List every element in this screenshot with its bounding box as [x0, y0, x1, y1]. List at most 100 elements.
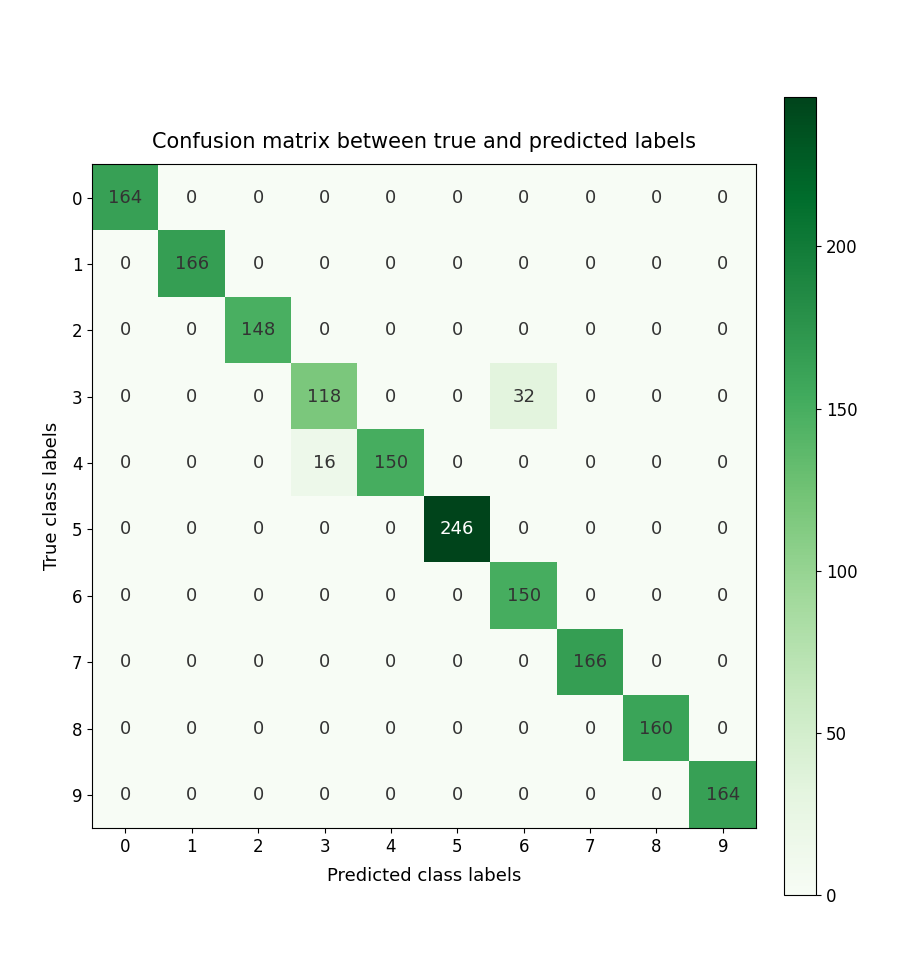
Text: 0: 0 — [186, 653, 197, 671]
Text: 0: 0 — [120, 387, 131, 406]
Text: 0: 0 — [385, 786, 396, 804]
Text: 0: 0 — [452, 387, 463, 406]
Text: 0: 0 — [585, 255, 596, 272]
Text: 0: 0 — [253, 387, 264, 406]
Text: 0: 0 — [717, 720, 728, 738]
Text: 0: 0 — [651, 521, 662, 538]
Text: 0: 0 — [120, 720, 131, 738]
Text: 0: 0 — [518, 720, 529, 738]
Text: 0: 0 — [717, 653, 728, 671]
Text: 150: 150 — [506, 587, 541, 605]
Text: 0: 0 — [319, 720, 330, 738]
Text: 0: 0 — [518, 321, 529, 340]
Text: 0: 0 — [717, 587, 728, 605]
Text: 0: 0 — [651, 189, 662, 206]
Text: 0: 0 — [452, 321, 463, 340]
Text: 0: 0 — [518, 786, 529, 804]
Text: 0: 0 — [186, 454, 197, 472]
Text: 0: 0 — [253, 521, 264, 538]
Text: 0: 0 — [585, 321, 596, 340]
Text: 0: 0 — [452, 786, 463, 804]
Text: 0: 0 — [385, 720, 396, 738]
Text: 0: 0 — [253, 786, 264, 804]
Text: 0: 0 — [452, 255, 463, 272]
Text: 246: 246 — [440, 521, 475, 538]
Text: 0: 0 — [585, 786, 596, 804]
Text: 0: 0 — [385, 587, 396, 605]
Text: 0: 0 — [120, 454, 131, 472]
Text: 0: 0 — [253, 454, 264, 472]
Text: 0: 0 — [253, 189, 264, 206]
Text: 0: 0 — [319, 255, 330, 272]
Text: 0: 0 — [385, 255, 396, 272]
Text: 0: 0 — [186, 587, 197, 605]
Text: 0: 0 — [717, 321, 728, 340]
Text: 0: 0 — [253, 720, 264, 738]
Text: 0: 0 — [186, 786, 197, 804]
Text: 0: 0 — [319, 653, 330, 671]
Text: 0: 0 — [319, 521, 330, 538]
Text: 0: 0 — [717, 255, 728, 272]
Text: 0: 0 — [585, 587, 596, 605]
Text: 0: 0 — [651, 255, 662, 272]
Text: 0: 0 — [518, 255, 529, 272]
Text: 0: 0 — [452, 189, 463, 206]
Text: 0: 0 — [385, 653, 396, 671]
Text: 0: 0 — [385, 387, 396, 406]
Title: Confusion matrix between true and predicted labels: Confusion matrix between true and predic… — [152, 131, 696, 152]
Text: 0: 0 — [651, 387, 662, 406]
Text: 0: 0 — [452, 720, 463, 738]
Text: 0: 0 — [186, 321, 197, 340]
Text: 0: 0 — [651, 587, 662, 605]
X-axis label: Predicted class labels: Predicted class labels — [327, 867, 521, 885]
Text: 0: 0 — [319, 786, 330, 804]
Text: 0: 0 — [319, 189, 330, 206]
Text: 0: 0 — [385, 521, 396, 538]
Text: 0: 0 — [253, 587, 264, 605]
Text: 0: 0 — [120, 255, 131, 272]
Text: 0: 0 — [452, 587, 463, 605]
Text: 150: 150 — [373, 454, 408, 472]
Text: 0: 0 — [253, 255, 264, 272]
Text: 0: 0 — [585, 720, 596, 738]
Text: 0: 0 — [186, 189, 197, 206]
Text: 0: 0 — [717, 387, 728, 406]
Text: 32: 32 — [513, 387, 535, 406]
Text: 0: 0 — [186, 521, 197, 538]
Text: 118: 118 — [307, 387, 342, 406]
Y-axis label: True class labels: True class labels — [42, 422, 61, 570]
Text: 0: 0 — [120, 321, 131, 340]
Text: 0: 0 — [253, 653, 264, 671]
Text: 0: 0 — [717, 189, 728, 206]
Text: 0: 0 — [585, 387, 596, 406]
Text: 0: 0 — [452, 454, 463, 472]
Text: 0: 0 — [120, 587, 131, 605]
Text: 0: 0 — [120, 653, 131, 671]
Text: 164: 164 — [705, 786, 740, 804]
Text: 166: 166 — [174, 255, 209, 272]
Text: 148: 148 — [241, 321, 276, 340]
Text: 0: 0 — [518, 521, 529, 538]
Text: 16: 16 — [313, 454, 336, 472]
Text: 166: 166 — [573, 653, 608, 671]
Text: 160: 160 — [640, 720, 673, 738]
Text: 0: 0 — [651, 653, 662, 671]
Text: 0: 0 — [518, 653, 529, 671]
Text: 0: 0 — [585, 189, 596, 206]
Text: 0: 0 — [120, 521, 131, 538]
Text: 0: 0 — [385, 321, 396, 340]
Text: 0: 0 — [717, 454, 728, 472]
Text: 0: 0 — [585, 521, 596, 538]
Text: 0: 0 — [186, 720, 197, 738]
Text: 164: 164 — [108, 189, 143, 206]
Text: 0: 0 — [651, 454, 662, 472]
Text: 0: 0 — [319, 587, 330, 605]
Text: 0: 0 — [186, 387, 197, 406]
Text: 0: 0 — [518, 454, 529, 472]
Text: 0: 0 — [452, 653, 463, 671]
Text: 0: 0 — [651, 321, 662, 340]
Text: 0: 0 — [585, 454, 596, 472]
Text: 0: 0 — [120, 786, 131, 804]
Text: 0: 0 — [319, 321, 330, 340]
Text: 0: 0 — [385, 189, 396, 206]
